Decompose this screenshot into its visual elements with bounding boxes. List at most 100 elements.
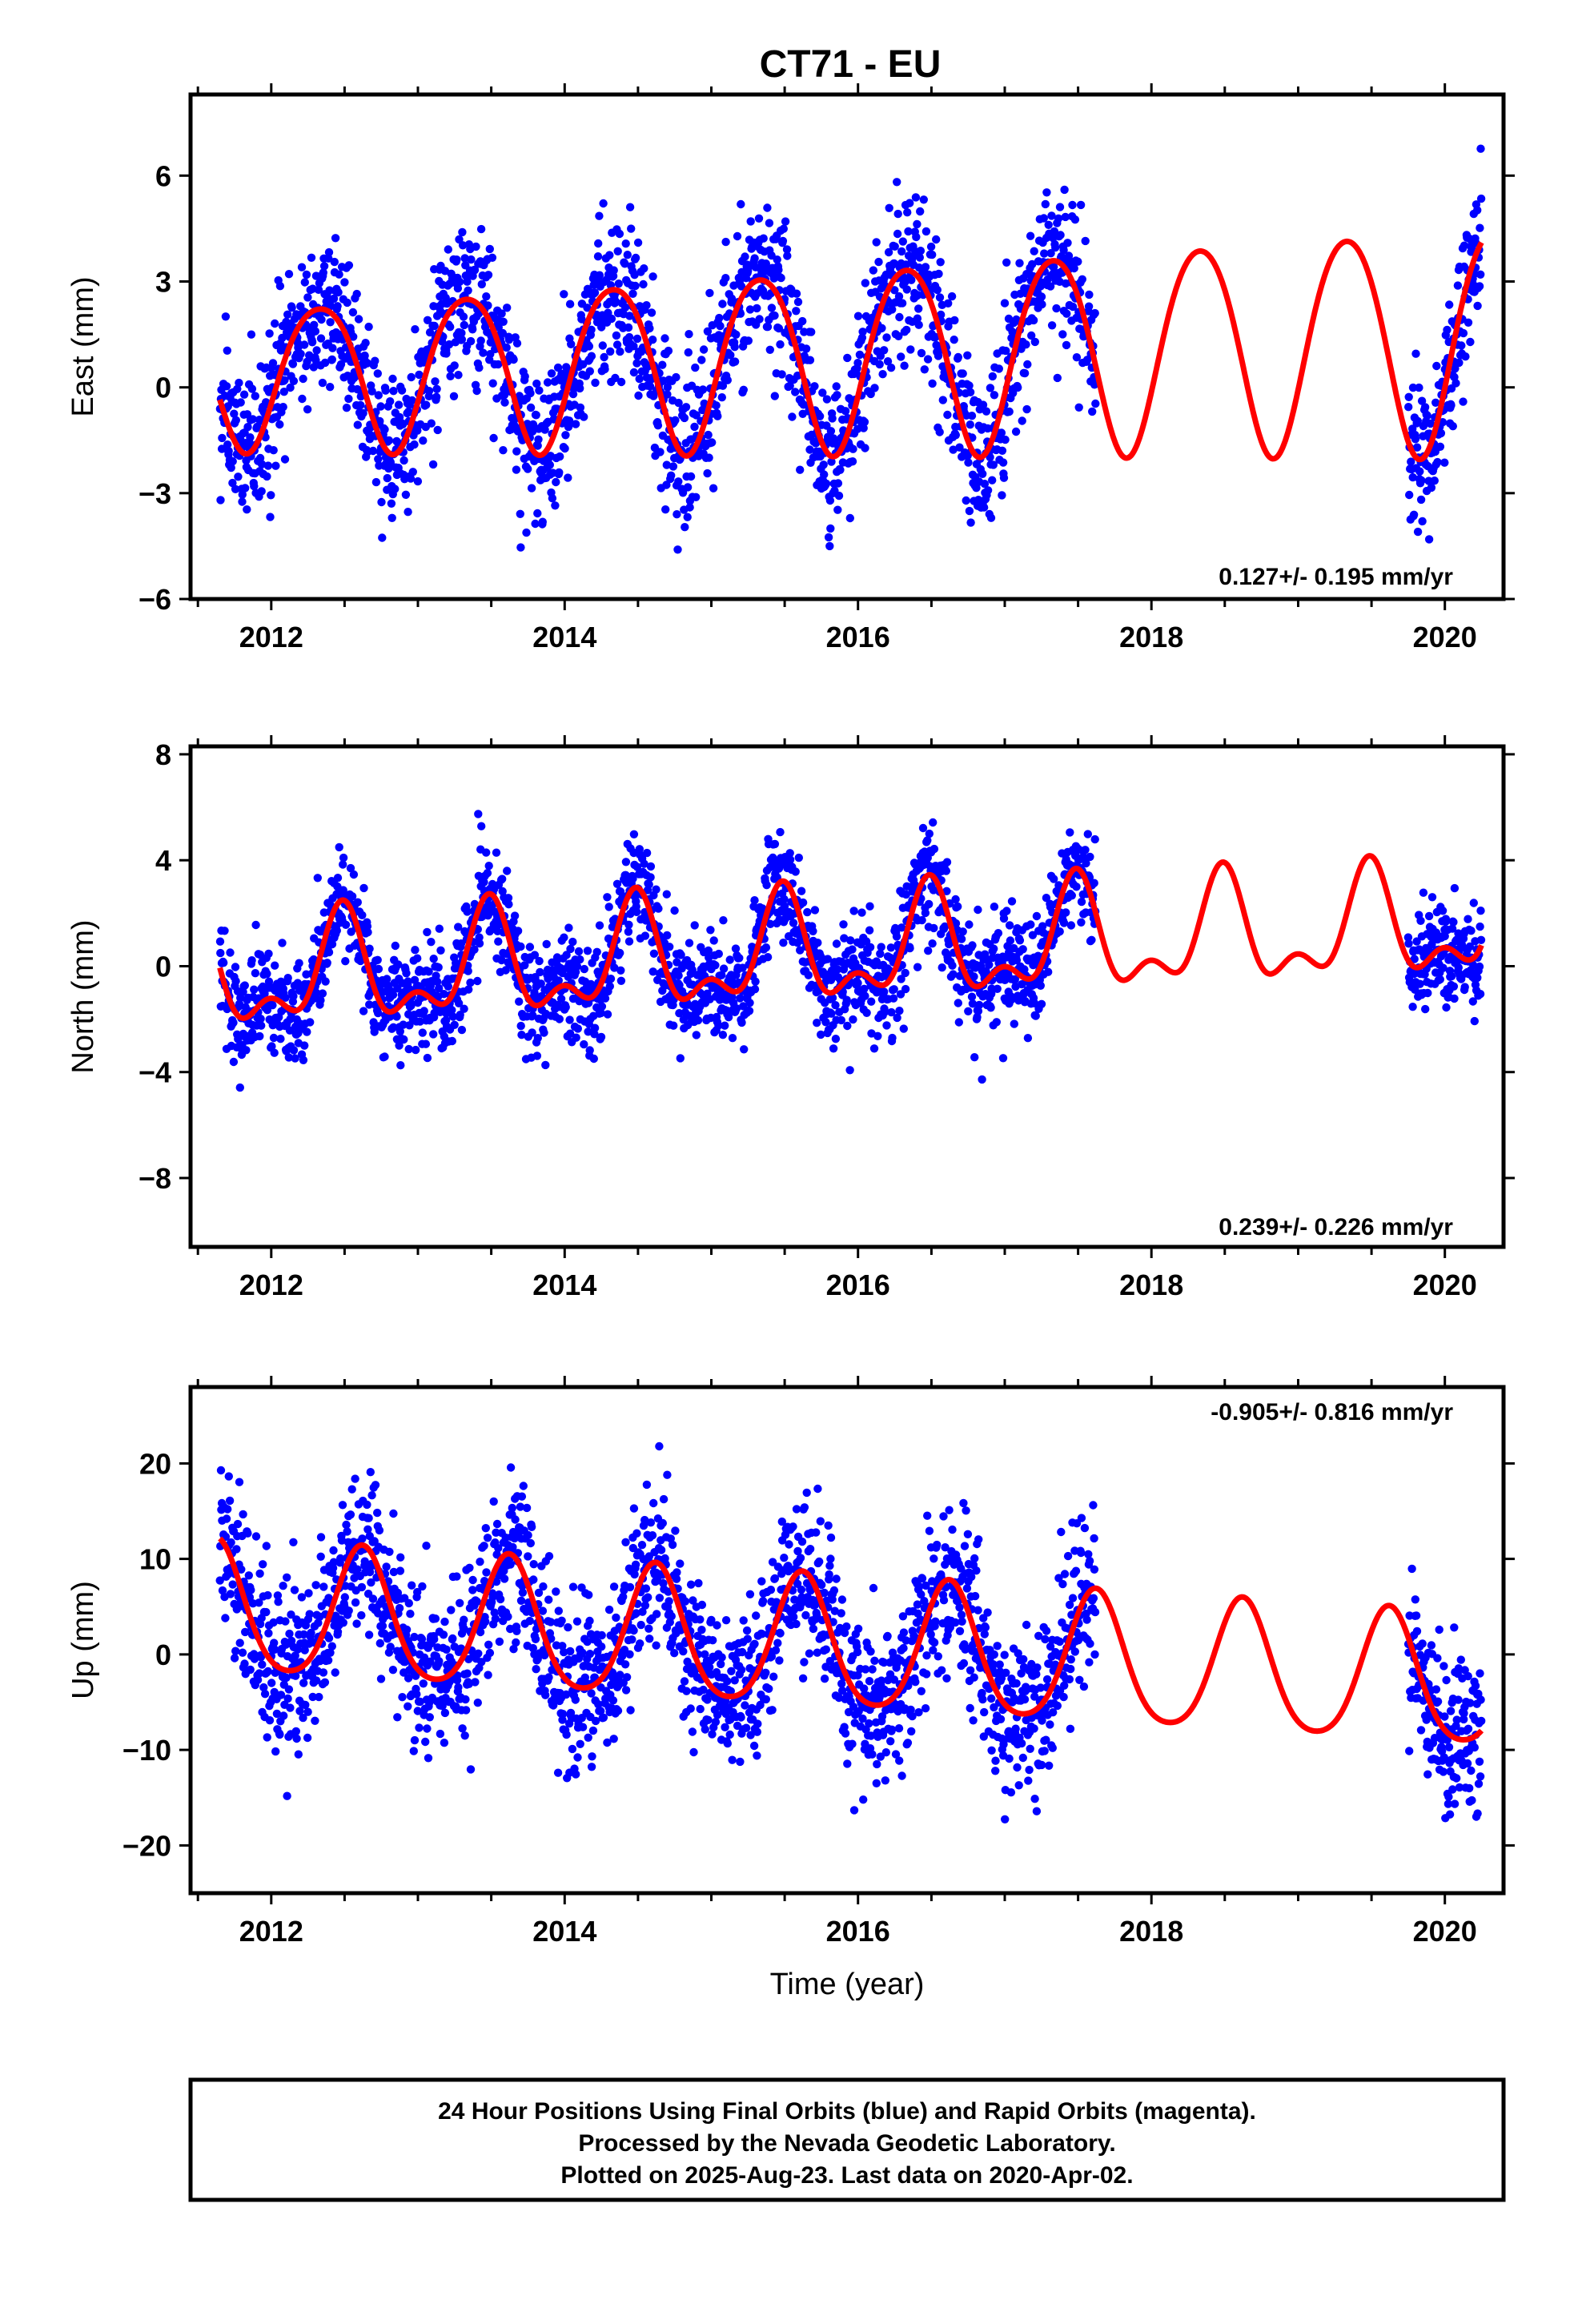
data-point [968,941,977,950]
data-point [475,939,484,948]
panel-frame [188,92,1506,601]
data-point [1028,259,1037,269]
data-point [306,1018,315,1027]
data-point [474,810,483,818]
data-point [711,961,720,970]
data-point [832,382,841,391]
data-point [284,1053,293,1062]
data-point [792,307,801,316]
data-point [988,476,997,485]
data-point [624,323,633,332]
data-point [676,1054,685,1063]
data-point [303,1733,312,1743]
data-point [389,1023,398,1032]
data-point [585,1046,594,1055]
data-point [832,939,841,948]
data-point [436,1729,445,1739]
data-point [320,358,330,368]
data-point [1411,435,1420,444]
data-point [395,1603,404,1613]
data-point [454,371,463,380]
data-point [685,330,693,339]
data-point [949,445,958,454]
data-point [1435,975,1445,984]
data-point [247,330,256,339]
data-point [376,1675,386,1683]
data-point [623,251,632,259]
data-point [289,991,298,1001]
data-point [393,1713,402,1722]
data-point [600,352,608,362]
data-point [503,304,512,312]
data-point [292,1734,301,1743]
data-point [216,1466,226,1475]
data-point [315,1692,323,1702]
data-point [895,1007,904,1015]
data-point [1415,383,1423,392]
data-point [750,254,759,263]
data-point [303,293,312,302]
data-point [364,1514,373,1522]
data-point [935,428,944,436]
data-point [606,347,615,356]
data-point [656,448,665,456]
data-point [1077,918,1086,927]
data-point [901,968,909,978]
data-point [583,947,592,955]
data-point [538,517,547,526]
data-point [358,1534,367,1543]
data-point [640,264,648,273]
data-point [897,923,906,932]
data-point [528,1028,536,1037]
data-point [454,999,464,1008]
data-point [330,257,339,267]
data-point [1459,397,1468,406]
data-point [674,398,683,408]
data-point [813,1019,821,1027]
data-point [408,396,416,405]
data-point [849,1015,857,1024]
data-point [1046,249,1055,258]
data-point [1411,349,1420,358]
data-point [825,541,834,551]
data-point [767,304,777,312]
data-point [986,513,996,522]
data-point [750,985,760,994]
data-point [376,402,385,411]
data-point [532,411,540,420]
data-point [983,486,993,495]
data-point [774,265,783,275]
data-point [300,278,309,287]
data-point [620,259,629,268]
data-point [571,420,580,428]
plot-area [215,144,1486,554]
data-point [779,939,788,947]
data-point [429,955,438,963]
data-point [466,1765,476,1774]
data-point [789,919,798,927]
data-point [677,951,685,959]
data-point [929,818,938,827]
data-point [247,384,257,393]
data-point [288,360,298,368]
data-point [903,208,912,217]
data-point [406,1610,415,1618]
data-point [564,422,573,432]
data-point [714,1021,723,1030]
data-point [974,1000,984,1010]
data-point [796,946,805,955]
data-point [595,921,604,930]
data-point [334,287,343,297]
data-point [894,332,903,340]
data-point [690,921,699,930]
data-point [357,1582,367,1592]
data-point [598,341,607,350]
data-point [1064,251,1074,260]
data-point [392,1012,401,1021]
data-point [609,266,618,275]
data-point [1026,231,1035,240]
data-point [640,859,648,868]
data-point [662,480,671,489]
data-point [555,1015,564,1023]
data-point [520,961,529,970]
